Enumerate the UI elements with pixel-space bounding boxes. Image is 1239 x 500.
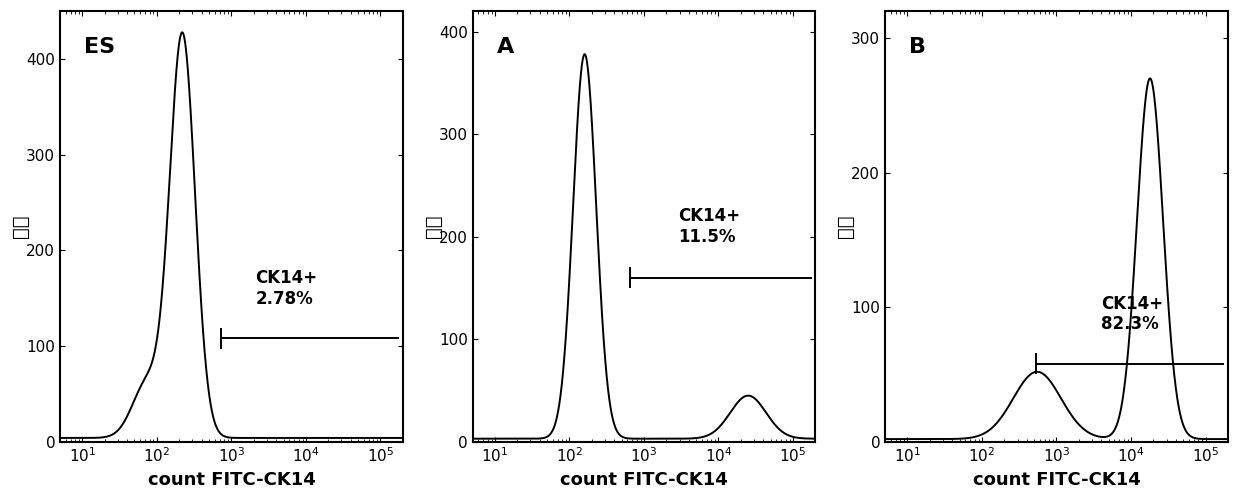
Text: ES: ES xyxy=(84,37,115,57)
Y-axis label: 数目: 数目 xyxy=(836,214,855,238)
Text: CK14+
11.5%: CK14+ 11.5% xyxy=(678,207,741,246)
X-axis label: count FITC-CK14: count FITC-CK14 xyxy=(560,471,727,489)
Y-axis label: 数目: 数目 xyxy=(11,214,30,238)
Text: CK14+
82.3%: CK14+ 82.3% xyxy=(1101,294,1163,334)
Text: B: B xyxy=(909,37,926,57)
Text: A: A xyxy=(497,37,514,57)
X-axis label: count FITC-CK14: count FITC-CK14 xyxy=(147,471,315,489)
Y-axis label: 数目: 数目 xyxy=(424,214,442,238)
X-axis label: count FITC-CK14: count FITC-CK14 xyxy=(973,471,1140,489)
Text: CK14+
2.78%: CK14+ 2.78% xyxy=(255,269,317,308)
